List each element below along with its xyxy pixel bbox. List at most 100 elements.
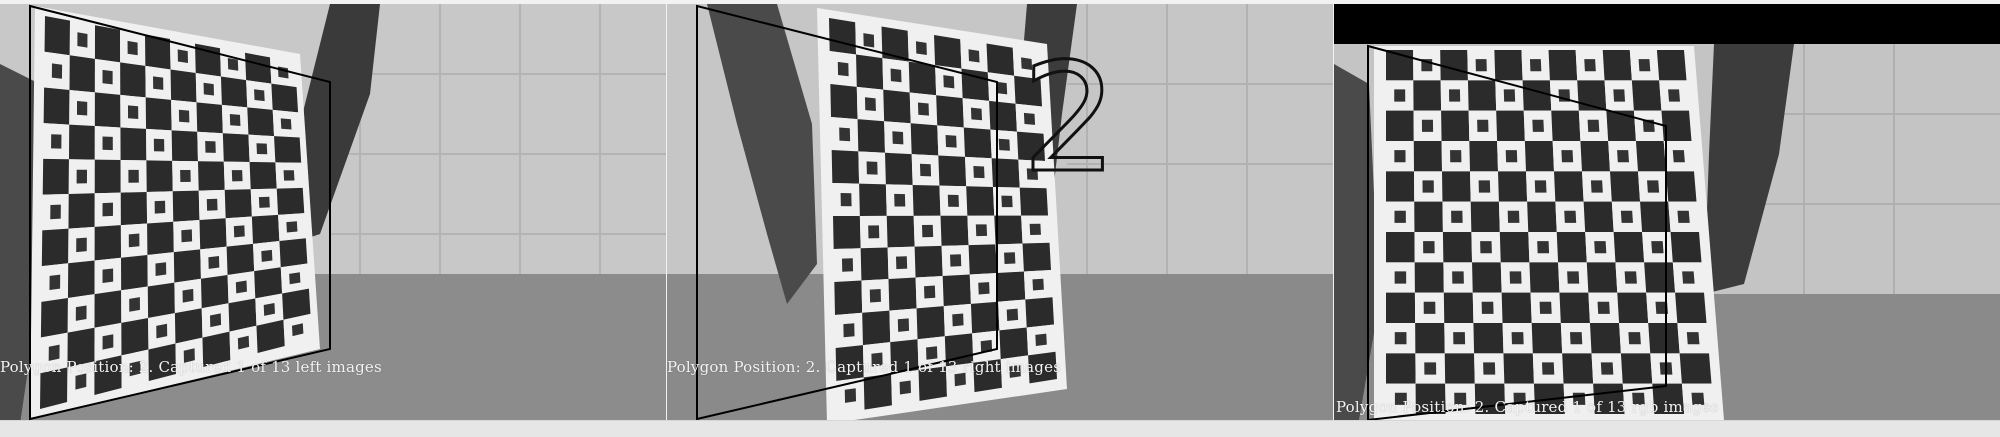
checker-square xyxy=(224,189,252,219)
checker-square xyxy=(1531,323,1563,354)
checker-square xyxy=(1648,323,1680,354)
checker-square xyxy=(1470,201,1500,232)
checker-square xyxy=(1635,141,1666,172)
aruco-marker xyxy=(156,323,168,339)
checker-square xyxy=(1444,353,1475,384)
checker-square xyxy=(171,130,198,162)
aruco-marker xyxy=(203,82,215,96)
aruco-marker xyxy=(102,268,114,284)
aruco-marker xyxy=(1569,332,1583,345)
checker-square xyxy=(1498,171,1528,202)
aruco-marker xyxy=(237,335,250,350)
checker-square xyxy=(94,290,122,328)
aruco-marker xyxy=(180,169,191,183)
checker-square xyxy=(146,160,173,192)
aruco-marker xyxy=(283,170,295,181)
checker-square xyxy=(172,190,200,222)
checker-square xyxy=(120,62,146,98)
checker-square xyxy=(254,267,283,299)
checker-square xyxy=(41,228,69,267)
checker-square xyxy=(1656,50,1687,81)
aruco-marker xyxy=(231,170,243,182)
checker-square xyxy=(1386,171,1415,202)
aruco-marker xyxy=(975,224,988,237)
wall-tile-grid xyxy=(1067,4,1333,274)
aruco-marker xyxy=(235,280,247,294)
checker-square xyxy=(94,92,121,128)
checker-square xyxy=(830,84,858,120)
hand-icon xyxy=(290,4,380,244)
hand-icon xyxy=(707,4,817,304)
checker-square xyxy=(279,238,308,268)
checker-square xyxy=(200,274,229,309)
checker-square xyxy=(40,297,68,338)
checker-square xyxy=(1025,297,1054,328)
aruco-marker xyxy=(1453,332,1466,345)
checker-pattern xyxy=(40,16,312,409)
checker-square xyxy=(147,221,174,255)
checker-square xyxy=(914,245,943,278)
aruco-marker xyxy=(233,225,245,238)
checker-square xyxy=(1386,353,1416,384)
checker-square xyxy=(1551,110,1581,141)
left-scene xyxy=(0,4,666,420)
checker-square xyxy=(1620,353,1653,384)
checker-square xyxy=(1386,232,1415,263)
aruco-marker xyxy=(866,161,878,175)
aruco-marker xyxy=(1006,308,1019,321)
checker-square xyxy=(1675,292,1707,323)
checker-square xyxy=(1386,50,1414,81)
checker-square xyxy=(94,25,121,63)
aruco-marker xyxy=(943,75,955,89)
checker-square xyxy=(986,43,1015,76)
checker-square xyxy=(834,280,863,315)
checker-square xyxy=(1441,110,1470,141)
aruco-marker xyxy=(1454,392,1467,405)
checker-square xyxy=(145,34,171,70)
aruco-marker xyxy=(178,109,190,123)
checker-square xyxy=(860,247,889,281)
aruco-marker xyxy=(954,372,966,387)
checker-square xyxy=(1666,171,1697,202)
polygon-position-number: 2 xyxy=(1020,32,1118,206)
capture-status-caption: Polygon Position: 2. Captured 1 of 13 rg… xyxy=(1336,398,1719,416)
checker-square xyxy=(1019,187,1048,216)
aruco-marker xyxy=(945,134,957,148)
aruco-marker xyxy=(261,249,273,262)
checker-square xyxy=(67,327,95,368)
aruco-marker xyxy=(1677,210,1690,223)
aruco-marker xyxy=(973,166,985,179)
aruco-marker xyxy=(1529,59,1542,72)
checker-square xyxy=(1529,262,1560,293)
capture-status-caption: Polygon Position: 2. Captured 1 of 13 le… xyxy=(0,358,382,376)
target-polygon xyxy=(29,4,331,420)
checker-square xyxy=(1472,262,1502,293)
checker-square xyxy=(1554,171,1584,202)
checker-square xyxy=(999,327,1029,360)
checker-square xyxy=(196,102,223,134)
checker-square xyxy=(912,184,941,216)
checker-square xyxy=(222,133,250,162)
aruco-marker xyxy=(1450,150,1462,163)
aruco-marker xyxy=(1647,180,1660,193)
aruco-marker xyxy=(841,258,854,272)
checker-square xyxy=(1556,232,1587,263)
checker-square xyxy=(1440,50,1468,81)
checker-square xyxy=(934,35,962,69)
aruco-marker xyxy=(1564,210,1577,223)
target-polygon xyxy=(696,4,998,420)
aruco-marker xyxy=(1628,332,1641,345)
checker-square xyxy=(1028,351,1057,384)
aruco-marker xyxy=(155,262,167,276)
checker-square xyxy=(916,306,945,340)
aruco-marker xyxy=(127,105,139,119)
checker-square xyxy=(961,68,990,101)
aruco-marker xyxy=(206,198,218,211)
aruco-marker xyxy=(181,229,193,243)
checker-square xyxy=(170,69,197,103)
checker-square xyxy=(1580,141,1610,172)
checker-square xyxy=(245,52,272,84)
aruco-marker xyxy=(1029,223,1041,235)
aruco-marker xyxy=(998,138,1010,151)
checker-square xyxy=(1014,75,1042,107)
